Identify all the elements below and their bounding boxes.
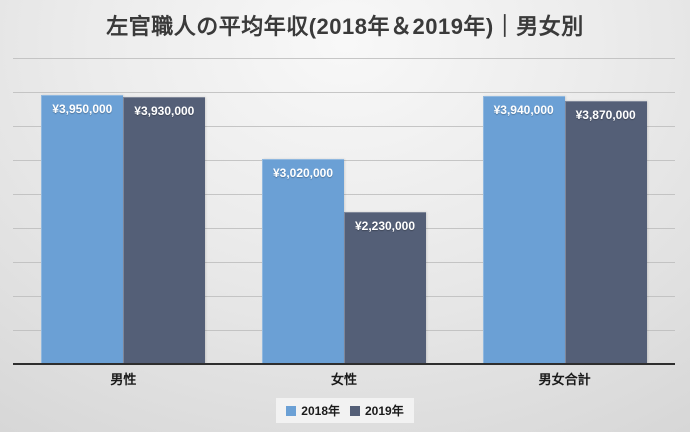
category-label-女性: 女性 (331, 372, 358, 387)
bar-value-label: ¥3,930,000 (134, 103, 195, 118)
legend-item-2018: 2018年 (286, 402, 340, 419)
category-label-男女合計: 男女合計 (538, 372, 591, 387)
category-axis: 男性 女性 男女合計 (13, 369, 675, 387)
bar-value-label: ¥3,940,000 (493, 103, 554, 118)
plot-area: ¥3,950,000 ¥3,020,000 ¥3,940,000 ¥3,930,000… (13, 58, 675, 364)
legend-swatch-2018-icon (286, 405, 297, 416)
legend-swatch-2019-icon (350, 405, 360, 416)
chart-title: 左官職人の平均年収(2018年＆2019年)｜男女別 (106, 14, 584, 39)
legend-item-2019: 2019年 (350, 402, 404, 419)
bar-2018年-女性: ¥3,020,000 (262, 158, 344, 364)
bar-2019年-女性: ¥2,230,000 (344, 212, 426, 364)
legend-label-2019: 2019年 (365, 404, 404, 418)
legend-box: 2018年 2019年 (276, 398, 414, 423)
gridline (13, 194, 675, 195)
bar-value-label: ¥3,950,000 (52, 102, 113, 117)
gridline (13, 126, 675, 127)
gridline (13, 160, 675, 161)
bar-value-label: ¥3,870,000 (575, 107, 636, 122)
gridline (13, 58, 675, 59)
bar-value-label: ¥2,230,000 (354, 219, 416, 234)
bar-2018年-男性: ¥3,950,000 (41, 95, 124, 364)
gridline (13, 92, 675, 93)
category-label-男性: 男性 (110, 372, 137, 387)
legend-label-2018: 2018年 (301, 404, 340, 418)
bar-2018年-男女合計: ¥3,940,000 (482, 96, 565, 364)
bar-value-label: ¥3,020,000 (272, 165, 334, 180)
bar-2019年-男女合計: ¥3,870,000 (564, 100, 647, 364)
legend: 2018年 2019年 (0, 398, 690, 423)
bar-2019年-男性: ¥3,930,000 (123, 96, 206, 364)
x-axis-line (13, 363, 675, 365)
